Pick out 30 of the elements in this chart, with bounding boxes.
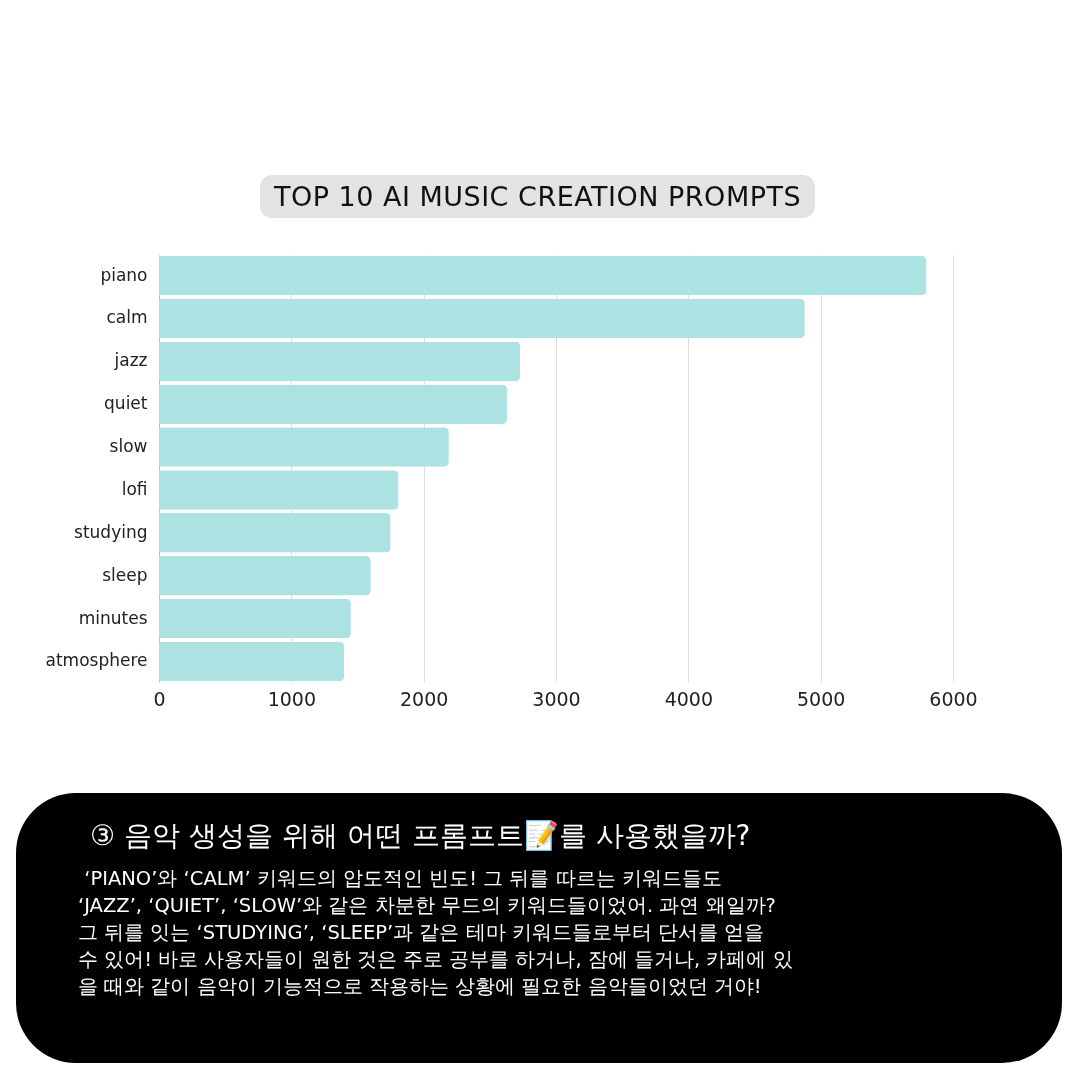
bar [159,555,371,596]
bar [159,598,351,639]
y-tick-label: quiet [104,393,148,414]
bar [159,341,521,382]
x-tick-label: 6000 [929,687,978,710]
bar [159,298,805,339]
x-tick-label: 2000 [399,687,449,710]
bar [159,255,927,296]
x-tick-label: 3000 [532,687,581,710]
y-tick-label: sleep [102,564,148,585]
y-tick-label: slow [109,436,148,457]
bar [159,641,345,682]
chart-title: TOP 10 AI MUSIC CREATION PROMPTS [259,175,816,218]
x-tick-label: 0 [153,687,166,710]
bar [159,384,508,424]
y-tick-label: lofi [121,478,148,499]
y-tick-label: calm [106,307,148,328]
y-tick-label: minutes [78,607,148,628]
x-tick-label: 1000 [267,687,317,710]
x-tick-label: 4000 [664,687,714,710]
y-tick-label: studying [74,521,148,542]
x-tick-label: 5000 [796,687,846,710]
text: ‘PIANO’와 ‘CALM’ 키워드의 압도적인 빈도! 그 뒤를 따르는 키워드들도 ‘JAZZ’, ‘QUIET’, ‘SLOW’와 같은 차분한 무드의 키워드들이었어. 과연 왜일까? 그 뒤를 잇는 ‘STUDYING’, ‘SLEEP’과 같은 테마 키워드들로부터 단서를 얻을 수 있어! 바로 사용자들이 원한 것은 주로 공부를 하거나, 잠에 들거나, 카페에 있 을 때와 같이 음악이 기능적으로 작용하는 상황에 필요한 음악들이었던 거야! [78,866,794,1000]
text: ③ 음악 생성을 위해 어떤 프롬프트📝를 사용했을까? [89,818,752,854]
bar [159,427,449,467]
y-tick-label: piano [100,264,148,285]
bar [159,513,391,553]
y-tick-label: atmosphere [45,650,148,671]
y-tick-label: jazz [113,350,148,371]
bar [159,470,399,510]
